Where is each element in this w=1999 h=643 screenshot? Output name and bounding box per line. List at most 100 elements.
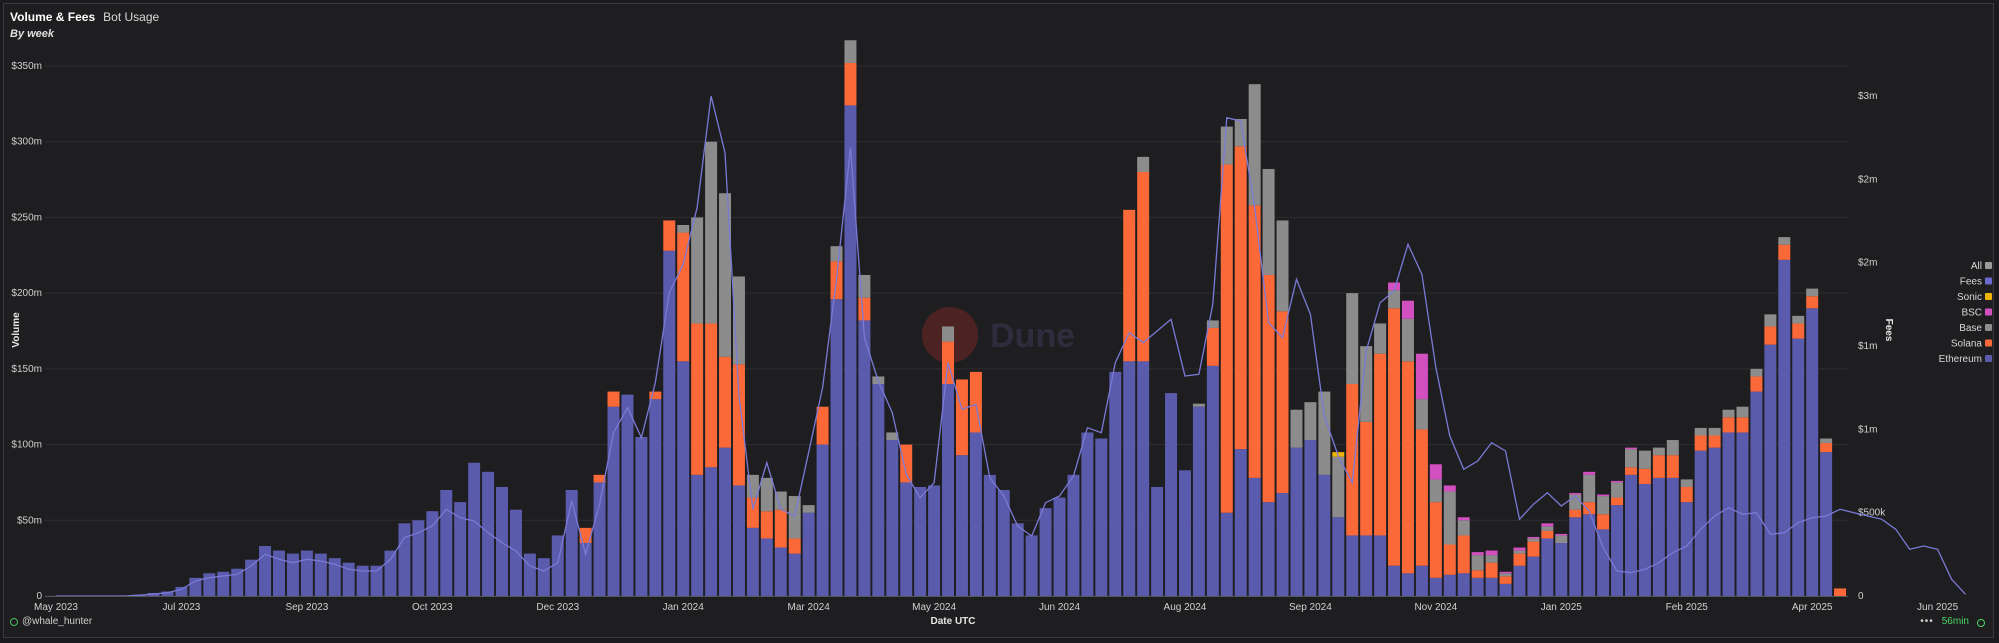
bar-solana	[1764, 326, 1777, 345]
bar-ethereum	[1541, 538, 1554, 596]
bar-base	[1778, 237, 1791, 245]
y2-tick-label: $1m	[1858, 341, 1877, 352]
x-tick-label: Dec 2023	[536, 602, 579, 613]
bar-solana	[1457, 535, 1470, 574]
bar-ethereum	[384, 550, 397, 596]
bar-ethereum	[1638, 483, 1651, 596]
bar-ethereum	[1443, 574, 1456, 596]
bar-ethereum	[1611, 505, 1624, 596]
bar-ethereum	[1750, 391, 1763, 596]
bar-ethereum	[732, 485, 745, 596]
bar-solana	[593, 474, 606, 483]
bar-solana	[1220, 164, 1233, 513]
bar-solana	[1541, 530, 1554, 539]
bar-solana	[1276, 311, 1289, 494]
bar-solana	[1137, 172, 1150, 362]
footer-user[interactable]: @whale_hunter	[10, 616, 92, 627]
bar-ethereum	[1499, 583, 1512, 596]
bar-ethereum	[886, 440, 899, 596]
bar-ethereum	[1652, 477, 1665, 596]
bar-base	[1611, 482, 1624, 498]
bar-bsc	[1527, 536, 1540, 539]
bar-ethereum	[1555, 543, 1568, 596]
bar-base	[1652, 447, 1665, 456]
bar-ethereum	[1820, 452, 1833, 596]
y-axis-left: 0 $50m $100m $150m $200m $250m $300m $350m	[11, 61, 42, 602]
bar-ethereum	[746, 527, 759, 596]
bar-base	[1290, 409, 1303, 448]
bar-solana	[1750, 376, 1763, 392]
bar-base	[1318, 391, 1331, 475]
bar-base	[1555, 535, 1568, 543]
y2-tick-label: $2m	[1858, 174, 1877, 185]
bar-solana	[760, 511, 773, 539]
chart-legend: All Fees Sonic BSC Base Solana Ethereum	[1939, 261, 1992, 365]
y-tick-label: $350m	[11, 61, 42, 72]
bar-ethereum	[955, 455, 968, 596]
bar-solana	[579, 527, 592, 543]
bar-base	[1485, 555, 1498, 563]
bar-solana	[607, 391, 620, 407]
bar-ethereum	[997, 490, 1010, 596]
bar-base	[1276, 220, 1289, 312]
bar-solana	[1624, 467, 1637, 475]
bar-base	[774, 491, 787, 510]
bar-ethereum	[551, 535, 564, 596]
bar-solana	[1499, 576, 1512, 584]
bar-ethereum	[1360, 535, 1373, 596]
bar-base	[1457, 520, 1470, 536]
bar-ethereum	[314, 553, 327, 596]
bar-bsc	[1597, 494, 1610, 497]
y2-tick-label: $500k	[1858, 508, 1886, 519]
bar-ethereum	[523, 553, 536, 596]
x-tick-label: Jun 2025	[1917, 602, 1959, 613]
x-tick-label: Jan 2025	[1541, 602, 1583, 613]
bar-base	[1680, 479, 1693, 487]
y2-tick-label: $3m	[1858, 91, 1877, 102]
bar-solana	[788, 538, 801, 554]
bar-ethereum	[286, 553, 299, 596]
bar-ethereum	[1708, 447, 1721, 596]
bar-solana	[1206, 327, 1219, 366]
chart-subtitle: By week	[10, 28, 55, 40]
x-tick-label: May 2023	[34, 602, 78, 613]
bar-ethereum	[300, 550, 313, 596]
bar-ethereum	[370, 565, 383, 596]
x-tick-label: Jun 2024	[1039, 602, 1081, 613]
bar-ethereum	[649, 399, 662, 596]
bar-ethereum	[1109, 371, 1122, 596]
bar-ethereum	[509, 509, 522, 596]
bar-ethereum	[356, 565, 369, 596]
bar-ethereum	[1081, 432, 1094, 596]
bar-ethereum	[774, 547, 787, 596]
bar-ethereum	[1332, 517, 1345, 596]
legend-label-solana: Solana	[1951, 339, 1983, 350]
bar-ethereum	[1318, 474, 1331, 596]
bar-base	[1360, 346, 1373, 422]
bar-ethereum	[1764, 344, 1777, 596]
y-axis-right: 0 $500k $1m $1m $2m $2m $3m	[1858, 91, 1886, 602]
x-axis-label: Date UTC	[930, 616, 975, 627]
bar-ethereum	[203, 573, 216, 596]
bar-ethereum	[1806, 308, 1819, 596]
bar-base	[1806, 288, 1819, 297]
x-tick-label: May 2024	[912, 602, 956, 613]
footer-username[interactable]: @whale_hunter	[22, 616, 93, 627]
chart-tab-bot-usage[interactable]: Bot Usage	[103, 10, 160, 24]
more-options-icon[interactable]: •••	[1920, 616, 1934, 627]
bar-ethereum	[969, 432, 982, 596]
bar-ethereum	[1067, 474, 1080, 596]
bar-ethereum	[1527, 556, 1540, 596]
bar-solana	[1429, 502, 1442, 578]
bar-ethereum	[175, 586, 188, 596]
bar-ethereum	[1206, 365, 1219, 596]
bar-bsc	[1415, 353, 1428, 400]
bar-base	[677, 225, 690, 233]
x-tick-label: Mar 2024	[788, 602, 831, 613]
bar-base	[802, 505, 815, 513]
bar-bsc	[1513, 547, 1526, 551]
bar-solana	[1443, 544, 1456, 575]
bar-solana	[816, 406, 829, 445]
bar-ethereum	[1192, 406, 1205, 596]
bar-base	[1388, 290, 1401, 309]
